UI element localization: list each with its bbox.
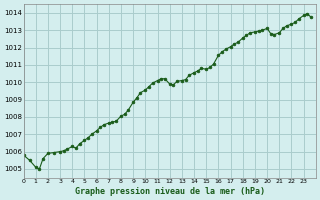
X-axis label: Graphe pression niveau de la mer (hPa): Graphe pression niveau de la mer (hPa) (75, 187, 265, 196)
